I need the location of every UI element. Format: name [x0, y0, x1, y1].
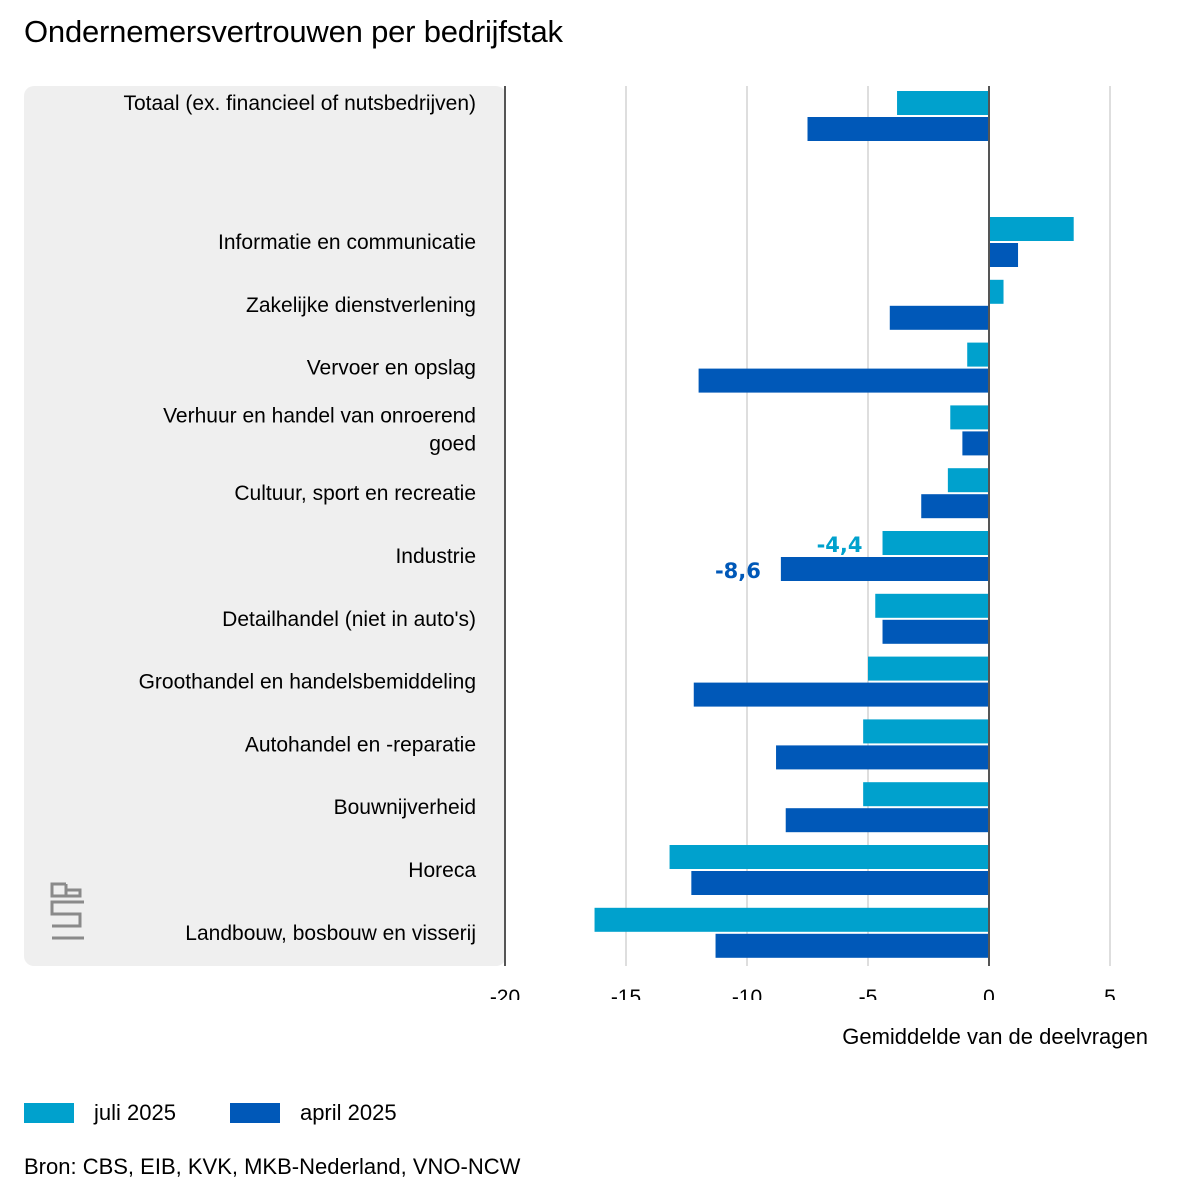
legend-item-april: april 2025: [229, 1100, 397, 1126]
bar-april: [698, 368, 989, 393]
bar-chart: Totaal (ex. financieel of nutsbedrijven)…: [24, 86, 1116, 1000]
bar-juli: [863, 719, 989, 744]
x-tick-label: 0: [983, 986, 995, 1000]
bar-juli: [947, 468, 989, 493]
category-label: Zakelijke dienstverlening: [246, 294, 476, 317]
legend-label-april: april 2025: [299, 1100, 397, 1125]
x-axis-title: Gemiddelde van de deelvragen: [842, 1024, 1148, 1049]
category-label: Autohandel en -reparatie: [245, 733, 476, 756]
bar-april: [785, 808, 989, 833]
bar-april: [989, 243, 1019, 267]
category-labels: Totaal (ex. financieel of nutsbedrijven)…: [123, 92, 476, 945]
bar-april: [780, 557, 989, 581]
bar-juli: [989, 279, 1004, 304]
bar-juli: [868, 656, 989, 681]
legend-label-juli: juli 2025: [94, 1100, 176, 1125]
category-label: Industrie: [395, 545, 476, 568]
bar-april: [715, 933, 989, 958]
legend: juli 2025 april 2025: [24, 1100, 451, 1126]
bar-april: [962, 431, 989, 456]
bar-juli: [882, 531, 989, 555]
bar-juli: [863, 782, 989, 807]
category-label: Horeca: [408, 859, 476, 882]
legend-item-juli: juli 2025: [24, 1100, 176, 1126]
bar-juli: [594, 907, 989, 932]
category-panel: [24, 86, 506, 966]
bar-april: [807, 117, 989, 141]
bar-juli: [950, 405, 989, 430]
data-label: -8,6: [715, 559, 761, 583]
bars: [594, 91, 1074, 958]
source-note: Bron: CBS, EIB, KVK, MKB-Nederland, VNO-…: [24, 1154, 521, 1179]
category-label: Bouwnijverheid: [334, 796, 476, 819]
category-label: Groothandel en handelsbemiddeling: [139, 671, 476, 694]
bar-april: [693, 682, 989, 707]
category-label: Vervoer en opslag: [307, 357, 476, 380]
x-tick-label: -20: [490, 986, 520, 1000]
category-label: Detailhandel (niet in auto's): [222, 608, 476, 631]
x-tick-label: -5: [859, 986, 878, 1000]
bar-april: [691, 871, 989, 895]
bar-april: [776, 745, 989, 770]
x-tick-labels: -20 -15 -10 -5 0 5: [490, 986, 1116, 1000]
bar-april: [889, 305, 989, 330]
category-label: Informatie en communicatie: [218, 231, 476, 254]
category-label: Totaal (ex. financieel of nutsbedrijven): [123, 92, 476, 115]
x-tick-label: -10: [732, 986, 762, 1000]
cbs-logo-icon: [50, 882, 84, 940]
bar-juli: [897, 91, 989, 115]
category-label: Landbouw, bosbouw en visserij: [185, 922, 476, 945]
category-label: Verhuur en handel van onroerend goed: [163, 404, 476, 455]
bar-juli: [989, 217, 1074, 241]
chart-title: Ondernemersvertrouwen per bedrijfstak: [24, 14, 563, 49]
bar-april: [882, 619, 989, 644]
category-label: Cultuur, sport en recreatie: [234, 482, 476, 505]
legend-swatch-april: [229, 1103, 280, 1123]
bar-juli: [875, 593, 989, 618]
bar-juli: [669, 845, 989, 869]
x-tick-label: -15: [611, 986, 641, 1000]
bar-juli: [967, 342, 989, 367]
data-labels: -4,4 -8,6: [715, 533, 863, 583]
data-label: -4,4: [817, 533, 863, 557]
bar-april: [921, 494, 989, 519]
x-tick-label: 5: [1104, 986, 1116, 1000]
legend-swatch-juli: [24, 1103, 74, 1123]
